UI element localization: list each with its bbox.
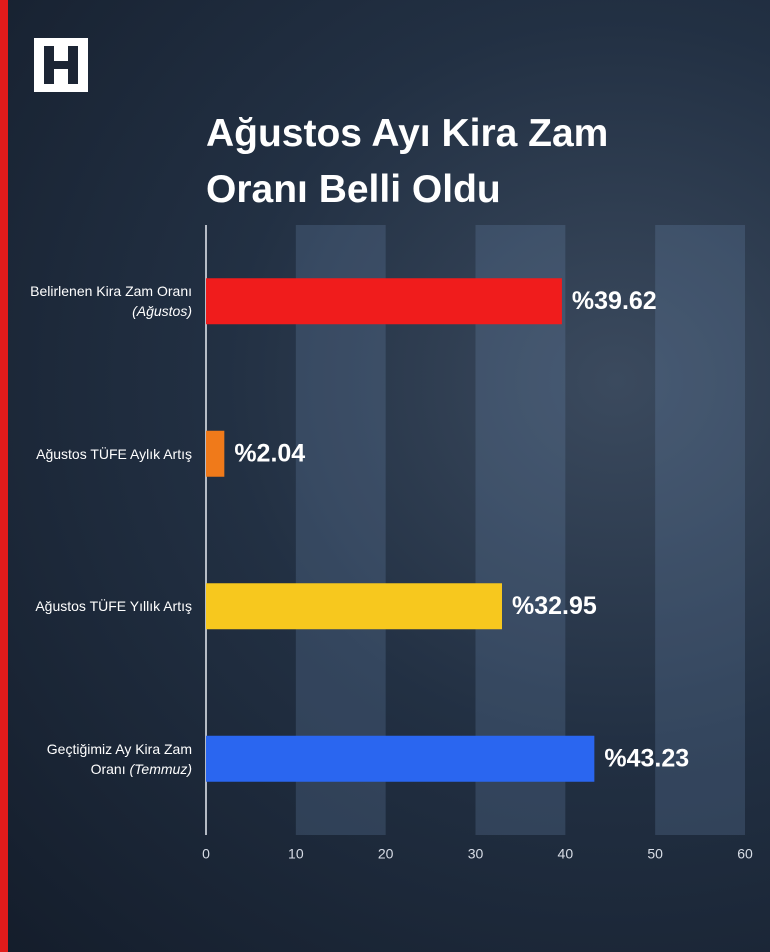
category-label: Geçtiğimiz Ay Kira Zam Oranı (Temmuz): [46, 740, 192, 777]
chart-title: Ağustos Ayı Kira Zam Oranı Belli Oldu: [206, 112, 609, 211]
category-label: Belirlenen Kira Zam Oranı (Ağustos): [30, 283, 192, 320]
bar: [206, 430, 225, 477]
x-tick-label: 60: [737, 846, 753, 862]
value-label: %32.95: [512, 592, 597, 620]
x-tick-label: 10: [288, 846, 304, 862]
bar: [206, 583, 503, 630]
category-label: Ağustos TÜFE Aylık Artış: [36, 445, 192, 462]
grid-band: [655, 225, 745, 835]
grid-band: [295, 225, 386, 835]
x-tick-label: 50: [647, 846, 663, 862]
x-tick-label: 40: [558, 846, 574, 862]
x-tick-label: 30: [468, 846, 484, 862]
side-stripe: [0, 0, 8, 952]
x-tick-label: 20: [378, 846, 394, 862]
value-label: %2.04: [234, 439, 305, 467]
value-label: %39.62: [572, 287, 657, 315]
bar: [206, 278, 562, 325]
grid-band: [475, 225, 566, 835]
category-label: Ağustos TÜFE Yıllık Artış: [35, 598, 192, 615]
x-tick-label: 0: [202, 846, 210, 862]
logo: [34, 38, 88, 92]
bar: [206, 735, 595, 782]
value-label: %43.23: [604, 744, 689, 772]
